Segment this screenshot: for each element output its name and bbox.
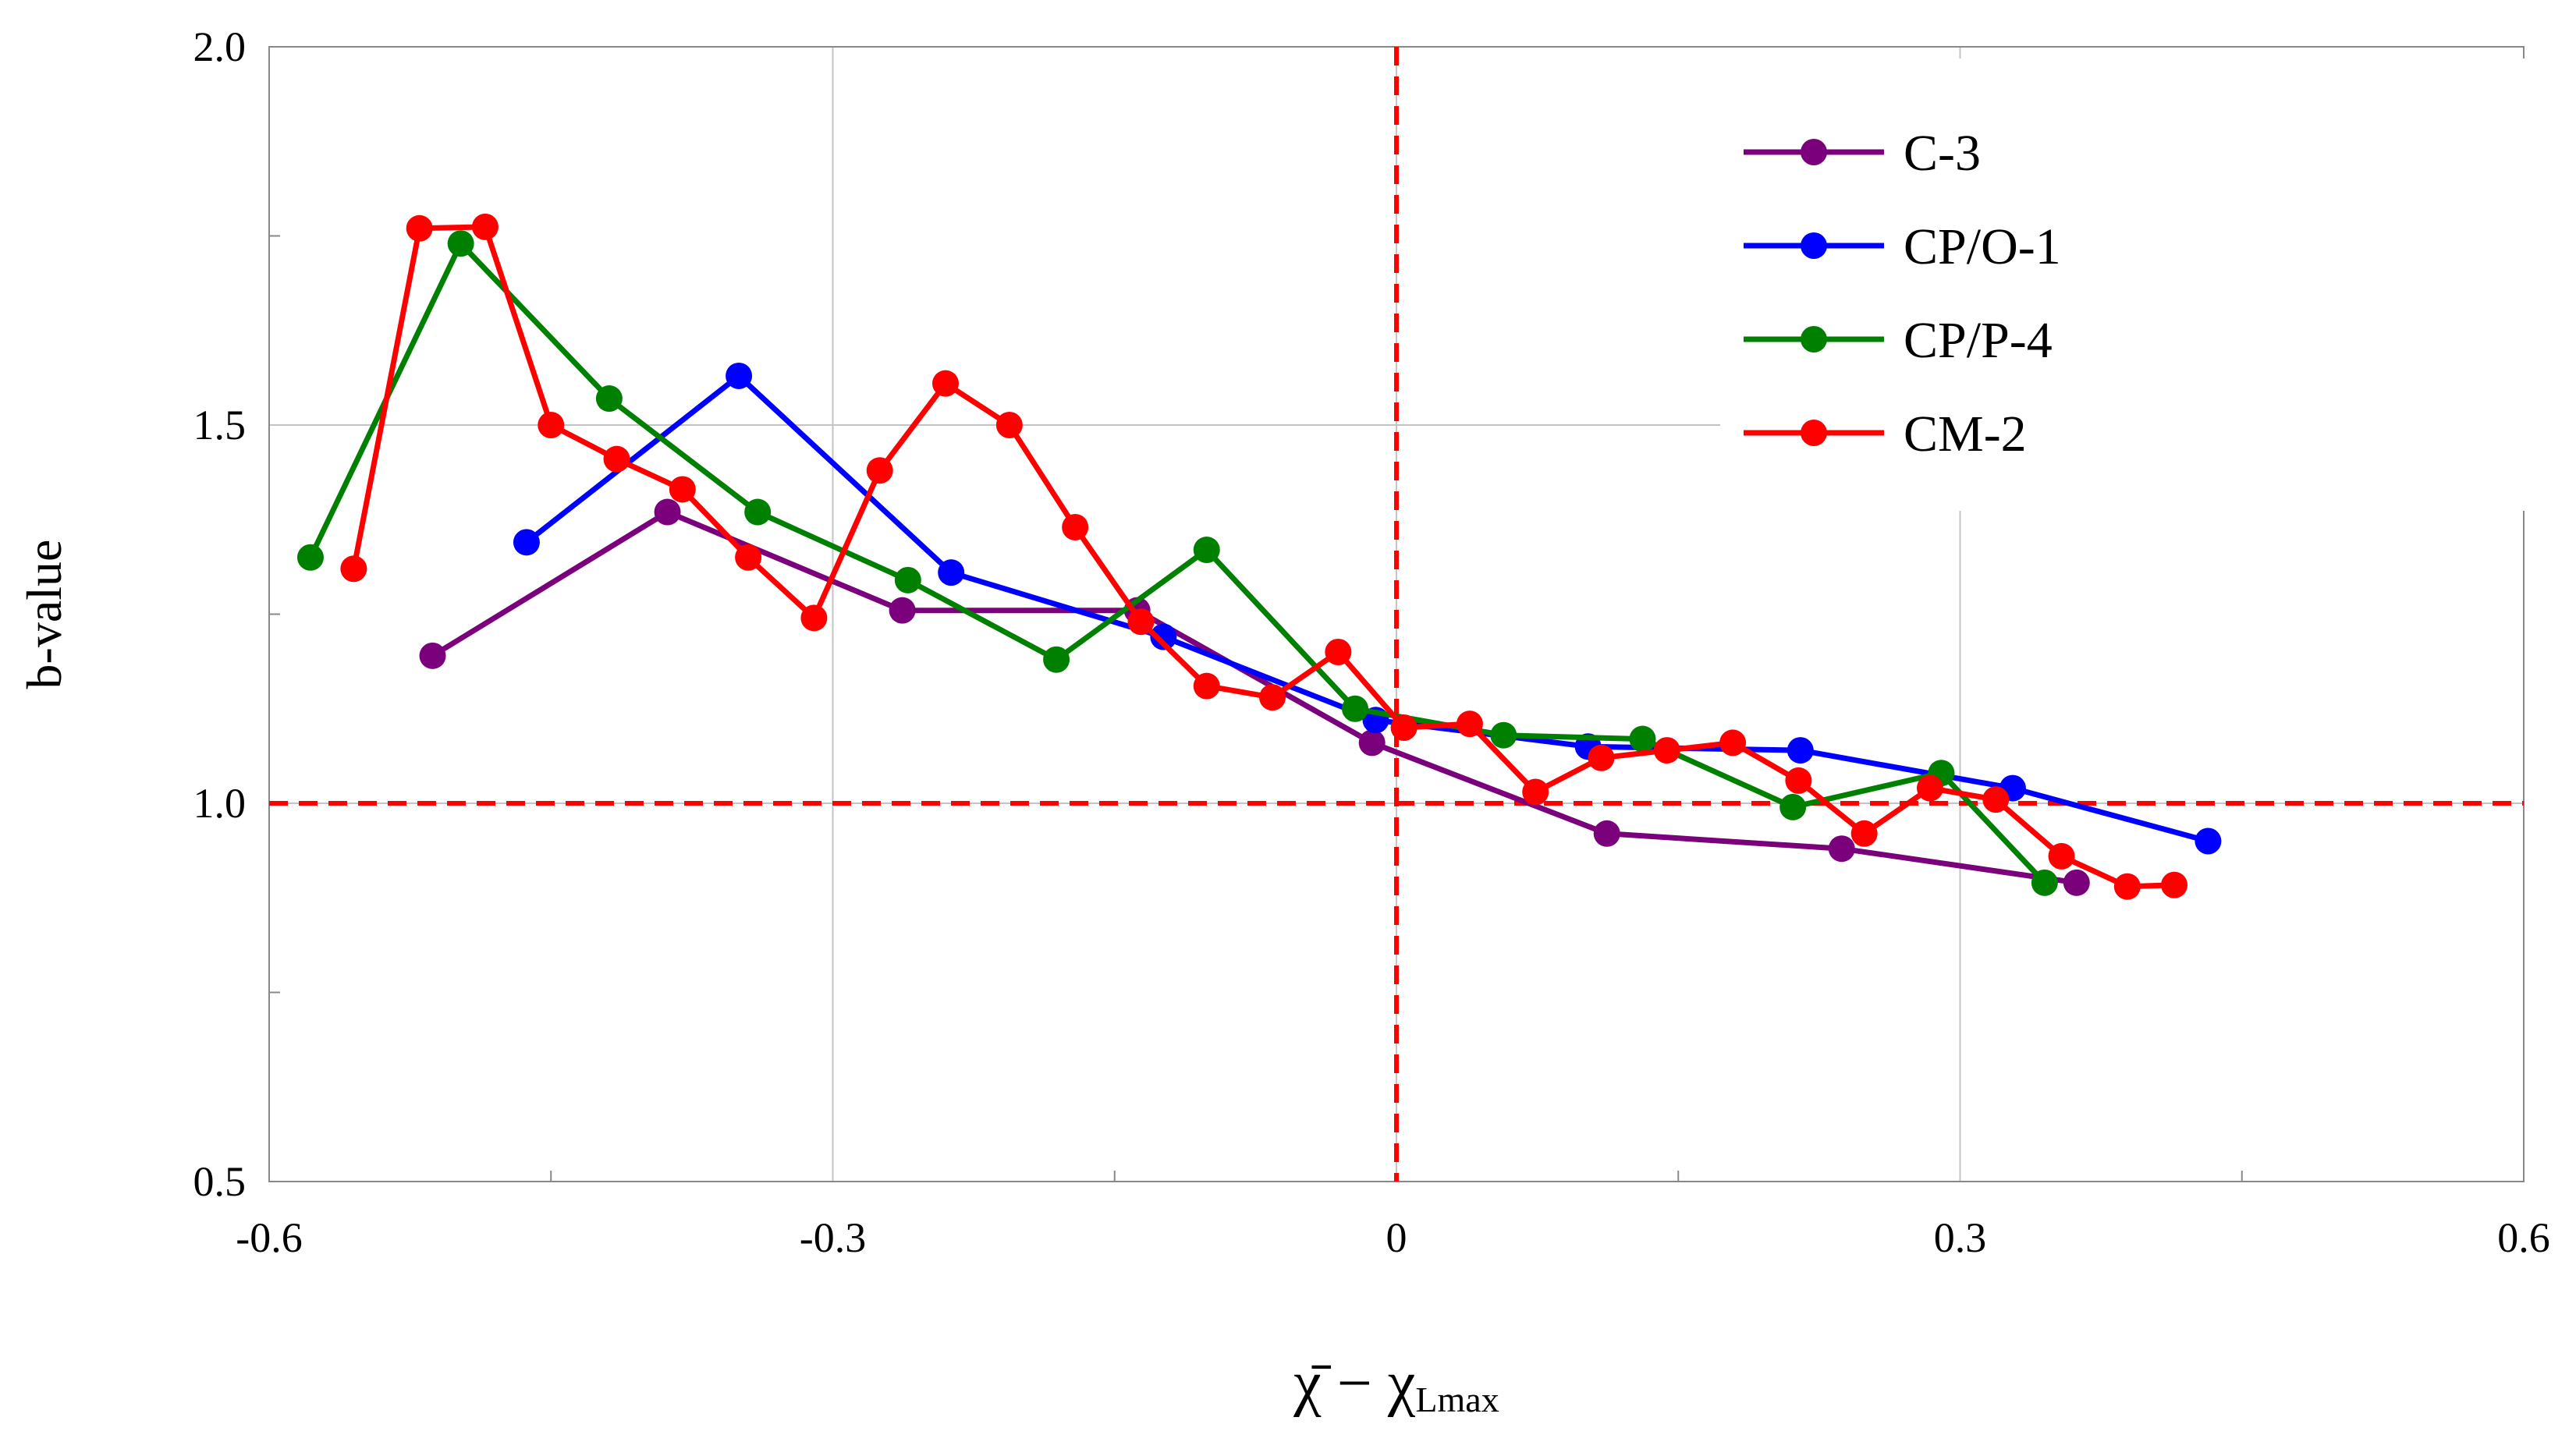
y-tick-label: 1.5 [193,402,247,448]
data-point-cm-2 [471,213,499,240]
data-point-c-3 [654,498,681,526]
legend-item-cp-p-4: CP/P-4 [1744,312,2053,369]
legend-marker [1801,139,1827,165]
x-tick-label: 0.3 [1934,1214,1987,1261]
data-point-cp-o-1 [1787,737,1814,764]
data-point-cm-2 [538,412,565,438]
data-point-cm-2 [932,370,959,397]
x-tick-label: 0.6 [2497,1214,2550,1261]
data-point-cp-o-1 [1150,623,1177,650]
data-point-cp-p-4 [1342,695,1369,722]
data-point-cm-2 [1127,608,1155,636]
data-point-cp-p-4 [744,498,772,526]
legend-label: CP/O-1 [1904,218,2061,275]
data-point-cp-p-4 [894,566,921,593]
data-point-c-3 [419,642,446,669]
data-point-c-3 [1358,729,1386,756]
series-cp-p-4 [296,230,2058,896]
data-point-cp-p-4 [296,544,324,571]
data-point-cm-2 [406,214,433,242]
data-point-cm-2 [2161,871,2188,898]
data-point-cm-2 [1456,710,1483,738]
data-point-cm-2 [340,555,367,583]
axis-labels: -0.6 -0.3 0 0.3 0.6 0.5 1.0 1.5 2.0 b-value χ̄ − χ… [16,23,2550,1419]
legend-label: CP/P-4 [1904,312,2053,369]
legend-marker [1801,326,1827,353]
series-cm-2 [340,213,2188,900]
data-point-cm-2 [1916,774,1943,802]
legend-marker [1801,232,1827,259]
data-point-cp-p-4 [1779,793,1807,820]
y-axis-label: b-value [16,540,72,689]
y-tick-label: 1.0 [193,780,247,827]
data-point-cm-2 [1653,737,1680,764]
x-axis-label: χ̄ − χLmax [1293,1349,1499,1419]
data-point-cp-o-1 [726,362,753,389]
data-point-cp-p-4 [447,230,474,257]
data-point-cm-2 [1719,729,1747,756]
data-point-cp-p-4 [2031,869,2058,896]
legend-item-cm-2: CM-2 [1744,406,2027,462]
data-point-cm-2 [995,412,1023,438]
legend-background [1720,58,2539,511]
series-line-c-3 [431,509,2077,886]
legend-item-cp-o-1: CP/O-1 [1744,218,2061,275]
legend-label: CM-2 [1904,406,2027,462]
data-point-cm-2 [2048,842,2075,870]
data-point-cp-p-4 [1490,721,1517,749]
data-point-cm-2 [800,604,828,632]
data-point-cp-o-1 [938,559,965,586]
legend: C-3 CP/O-1 CP/P-4 CM-2 [1720,58,2539,511]
data-point-c-3 [1828,835,1855,863]
data-point-cm-2 [1522,778,1549,806]
data-point-cm-2 [1062,513,1089,540]
data-point-cm-2 [1390,714,1418,741]
x-tick-label: -0.3 [800,1214,866,1261]
data-point-c-3 [1593,820,1620,847]
data-point-cm-2 [2113,873,2141,900]
data-point-cp-o-1 [2195,827,2222,855]
x-tick-label: 0 [1386,1214,1407,1261]
data-point-cm-2 [1850,820,1878,847]
x-tick-label: -0.6 [236,1214,302,1261]
data-point-cp-p-4 [1629,725,1656,753]
data-point-cm-2 [1785,767,1812,794]
data-point-cm-2 [669,476,696,503]
data-point-cm-2 [866,457,893,484]
y-tick-label: 0.5 [193,1158,247,1205]
data-point-cm-2 [1325,639,1352,665]
y-tick-label: 2.0 [193,23,247,70]
data-point-cm-2 [735,544,762,571]
data-point-c-3 [889,597,916,624]
data-point-cm-2 [1588,744,1615,771]
legend-marker [1801,420,1827,446]
data-point-cm-2 [603,445,630,473]
data-point-cp-p-4 [1043,646,1070,673]
data-point-cm-2 [1259,684,1286,711]
data-point-cm-2 [1982,786,2010,813]
data-point-cp-p-4 [595,385,623,413]
data-point-cm-2 [1193,672,1220,700]
data-point-cp-p-4 [1193,537,1220,564]
data-point-cp-o-1 [513,529,540,556]
legend-label: C-3 [1904,125,1981,182]
series-layer [296,213,2222,900]
reference-lines [269,47,2524,1182]
data-point-c-3 [2063,869,2090,896]
legend-item-c-3: C-3 [1744,125,1981,182]
